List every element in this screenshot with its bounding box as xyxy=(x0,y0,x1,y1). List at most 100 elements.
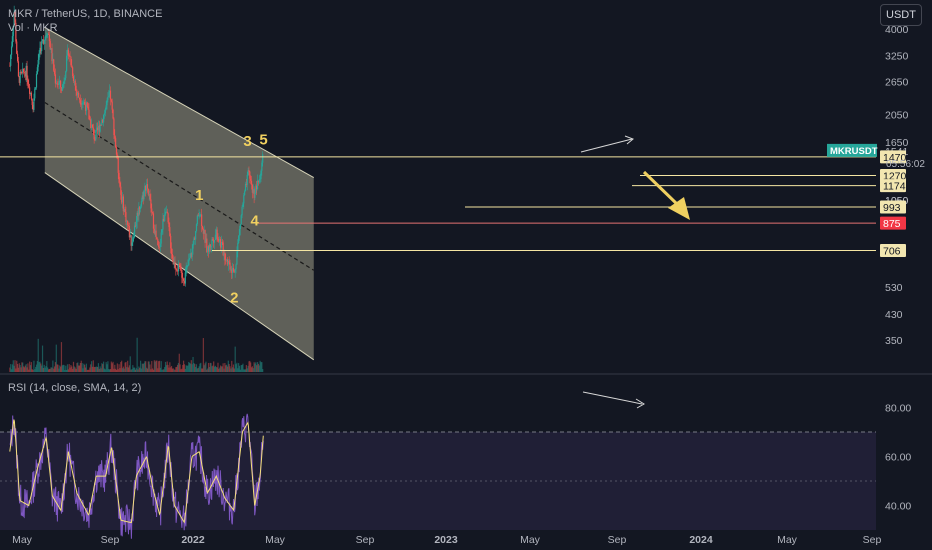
volume-bar xyxy=(199,363,201,372)
candle-body xyxy=(127,225,130,227)
volume-bar xyxy=(143,363,145,372)
candle-body xyxy=(251,184,253,193)
volume-bar xyxy=(140,368,143,372)
candle-body xyxy=(146,184,148,191)
volume-bar xyxy=(259,360,261,372)
volume-bar xyxy=(223,368,225,372)
candle-body xyxy=(45,35,47,37)
candle-body xyxy=(38,53,40,60)
candle-body xyxy=(134,225,137,227)
volume-bar xyxy=(64,369,66,372)
candle-body xyxy=(102,114,105,123)
volume-bar xyxy=(255,362,257,372)
level-badge-text: 993 xyxy=(883,202,901,214)
candle-body xyxy=(225,259,227,261)
volume-bar xyxy=(106,364,108,372)
volume-bar xyxy=(38,362,40,372)
candle-body xyxy=(56,83,58,85)
candle-body xyxy=(194,238,196,240)
volume-bar xyxy=(133,367,135,372)
candle-body xyxy=(261,162,263,171)
volume-bar xyxy=(258,365,260,372)
candle-body xyxy=(133,225,136,238)
candle-body xyxy=(118,172,120,183)
candle-body xyxy=(34,88,36,99)
candle-body xyxy=(164,214,166,221)
volume-bar xyxy=(35,364,38,372)
candle-body xyxy=(207,246,210,252)
volume-bar xyxy=(131,369,133,372)
volume-bar xyxy=(232,367,234,372)
volume-bar xyxy=(127,360,129,372)
volume-bar xyxy=(121,360,123,372)
volume-bar xyxy=(246,368,248,372)
candle-body xyxy=(16,53,19,62)
candle-body xyxy=(10,54,12,66)
volume-bar xyxy=(205,361,207,372)
candle-body xyxy=(113,118,115,136)
volume-bar xyxy=(225,365,227,372)
rsi-tick: 60.00 xyxy=(885,452,911,464)
candle-body xyxy=(76,90,78,96)
volume-bar xyxy=(139,367,141,372)
candle-body xyxy=(173,261,175,265)
candle-body xyxy=(43,39,45,44)
candle-body xyxy=(254,193,256,198)
volume-bar xyxy=(213,366,216,372)
volume-bar xyxy=(78,365,80,372)
candle-body xyxy=(178,264,180,265)
volume-bar xyxy=(61,365,63,372)
candle-body xyxy=(35,87,37,89)
candle-body xyxy=(176,270,179,272)
volume-bar xyxy=(195,366,197,372)
volume-bar xyxy=(109,369,111,372)
volume-bar xyxy=(122,366,124,372)
candle-body xyxy=(59,80,62,88)
candle-body xyxy=(30,92,32,99)
candle-body xyxy=(233,271,235,273)
candle-body xyxy=(23,68,25,73)
volume-bar xyxy=(195,364,198,372)
volume-bar xyxy=(149,364,151,372)
volume-bar xyxy=(184,368,186,372)
candle-body xyxy=(200,214,202,216)
candle-body xyxy=(90,119,92,129)
volume-bar xyxy=(56,364,58,372)
candle-body xyxy=(210,245,212,248)
volume-bar xyxy=(60,342,63,372)
volume-bar xyxy=(206,369,208,372)
candle-body xyxy=(250,178,252,181)
candle-body xyxy=(116,154,118,157)
volume-bar xyxy=(57,364,59,372)
time-tick: 2024 xyxy=(689,534,713,546)
volume-bar xyxy=(99,366,101,372)
candle-body xyxy=(189,258,191,260)
candle-body xyxy=(31,98,33,106)
candle-body xyxy=(164,211,167,215)
wave-arrows xyxy=(580,135,690,409)
candle-body xyxy=(180,266,182,270)
volume-bar xyxy=(102,361,105,372)
level-badge-text: 1470 xyxy=(883,152,907,164)
volume-bar xyxy=(20,367,22,372)
candle-body xyxy=(198,215,200,217)
candle-body xyxy=(168,222,170,228)
candle-body xyxy=(17,61,20,77)
volume-bar xyxy=(47,367,49,372)
volume-bar xyxy=(158,360,161,372)
volume-bar xyxy=(39,361,41,372)
candle-body xyxy=(91,124,94,128)
candle-body xyxy=(121,196,124,203)
volume-bar xyxy=(237,368,239,372)
candle-body xyxy=(149,194,151,200)
volume-bar xyxy=(215,366,217,372)
time-tick: Sep xyxy=(101,534,120,546)
volume-bar xyxy=(50,367,52,372)
currency-button[interactable]: USDT xyxy=(880,4,922,26)
volume-bar xyxy=(53,366,56,372)
candle-body xyxy=(163,218,165,221)
candle-body xyxy=(229,262,231,270)
candle-body xyxy=(73,80,75,82)
volume-bar xyxy=(22,362,24,372)
